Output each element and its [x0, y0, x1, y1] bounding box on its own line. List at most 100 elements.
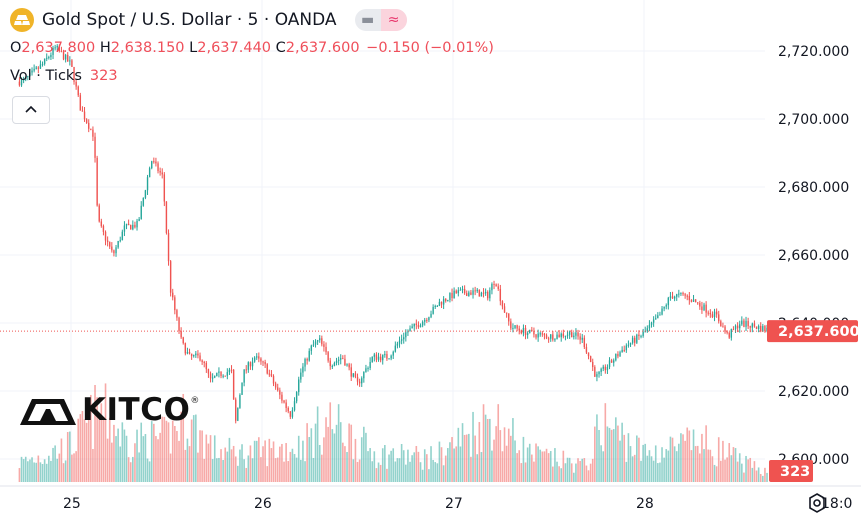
candle-body — [172, 292, 174, 298]
wave-icon[interactable]: ≈ — [380, 9, 407, 31]
volume-bar — [71, 454, 73, 482]
candle-body — [663, 306, 665, 309]
candle-body — [329, 360, 331, 367]
volume-bar — [495, 426, 497, 482]
settings-icon[interactable] — [805, 491, 829, 515]
volume-bar — [241, 444, 243, 482]
volume-bar — [157, 439, 159, 482]
candle-body — [680, 292, 682, 294]
volume-bar — [146, 458, 149, 482]
volume-bar — [274, 458, 277, 482]
candle-body — [197, 353, 199, 356]
candle-body — [463, 288, 466, 294]
volume-bar — [39, 462, 42, 482]
candle-body — [77, 86, 79, 96]
candle-body — [245, 369, 247, 371]
volume-bar — [138, 452, 140, 482]
volume-bar — [644, 443, 647, 482]
volume-bar — [171, 420, 174, 482]
candle-body — [699, 302, 701, 307]
volume-bar — [604, 403, 607, 482]
volume-bar — [369, 448, 371, 482]
volume-bar — [136, 429, 138, 482]
candle-body — [62, 51, 65, 60]
volume-bar — [751, 467, 754, 482]
candle-body — [533, 331, 535, 335]
volume-bar — [262, 446, 264, 482]
volume-bar — [335, 424, 338, 482]
candle-body — [293, 401, 296, 411]
volume-bar — [75, 451, 77, 482]
volume-bar — [153, 423, 155, 482]
volume-bar — [184, 449, 187, 482]
candle-body — [543, 333, 546, 336]
candle-body — [417, 324, 420, 328]
volume-bar — [554, 448, 556, 482]
candle-body — [518, 328, 520, 331]
volume-bar — [482, 404, 485, 482]
candle-body — [606, 366, 609, 371]
volume-bar — [440, 447, 443, 482]
candle-body — [270, 373, 273, 377]
volume-bar — [300, 459, 302, 482]
time-tick-label: 28 — [636, 496, 654, 512]
candle-body — [75, 81, 77, 87]
candle-body — [568, 332, 571, 335]
volume-bar — [197, 452, 199, 482]
candle-body — [602, 366, 604, 369]
candle-body — [394, 345, 397, 352]
volume-bar — [591, 458, 594, 482]
candle-body — [415, 323, 418, 325]
candle-body — [610, 360, 613, 363]
volume-bar — [148, 461, 151, 482]
volume-bar — [22, 459, 25, 482]
volume-bar — [444, 455, 447, 482]
symbol-title[interactable]: Gold Spot / U.S. Dollar · 5 · OANDA — [42, 10, 337, 30]
volume-bar — [127, 457, 130, 482]
volume-bar — [497, 404, 500, 482]
candle-body — [438, 301, 441, 306]
volume-bar — [438, 441, 441, 482]
volume-bar — [224, 447, 227, 482]
indicator-toggle[interactable]: ▬ ≈ — [354, 9, 407, 31]
volume-bar — [413, 452, 416, 482]
price-axis[interactable]: 2,720.0002,700.0002,680.0002,660.0002,64… — [778, 44, 849, 468]
candle-body — [434, 305, 436, 307]
volume-bar — [377, 462, 380, 482]
candle-body — [621, 349, 623, 353]
volume-bar — [234, 456, 237, 482]
chart-header: Gold Spot / U.S. Dollar · 5 · OANDA ▬ ≈ — [10, 8, 407, 32]
volume-bar — [409, 461, 411, 482]
candle-body — [312, 344, 315, 346]
candle-body — [512, 327, 514, 329]
candle-body — [373, 354, 376, 357]
candle-body — [751, 323, 754, 328]
candle-body — [319, 338, 321, 341]
volume-bar — [337, 404, 340, 482]
candle-body — [230, 369, 233, 371]
candle-body — [203, 361, 205, 364]
candle-body — [661, 308, 663, 315]
candle-body — [718, 314, 720, 322]
candle-body — [707, 312, 709, 314]
candle-body — [174, 297, 176, 311]
volume-bar — [56, 458, 59, 482]
current-volume-label: 323 — [780, 464, 810, 480]
candle-body — [692, 299, 695, 302]
candle-body — [298, 379, 300, 393]
volume-bar — [394, 461, 397, 482]
time-axis[interactable]: 25 26 27 28 18:0 — [0, 485, 861, 512]
candle-body — [449, 292, 451, 300]
volume-bar — [449, 442, 451, 482]
volume-bar — [35, 462, 38, 482]
candle-body — [541, 333, 544, 335]
volume-bar — [501, 451, 504, 482]
volume-bar — [213, 435, 216, 482]
candle-body — [369, 361, 371, 369]
minus-icon[interactable]: ▬ — [360, 12, 375, 28]
collapse-legend-button[interactable] — [12, 96, 50, 124]
candle-body — [289, 411, 292, 417]
volume-bar — [621, 422, 623, 482]
candle-body — [83, 111, 86, 120]
